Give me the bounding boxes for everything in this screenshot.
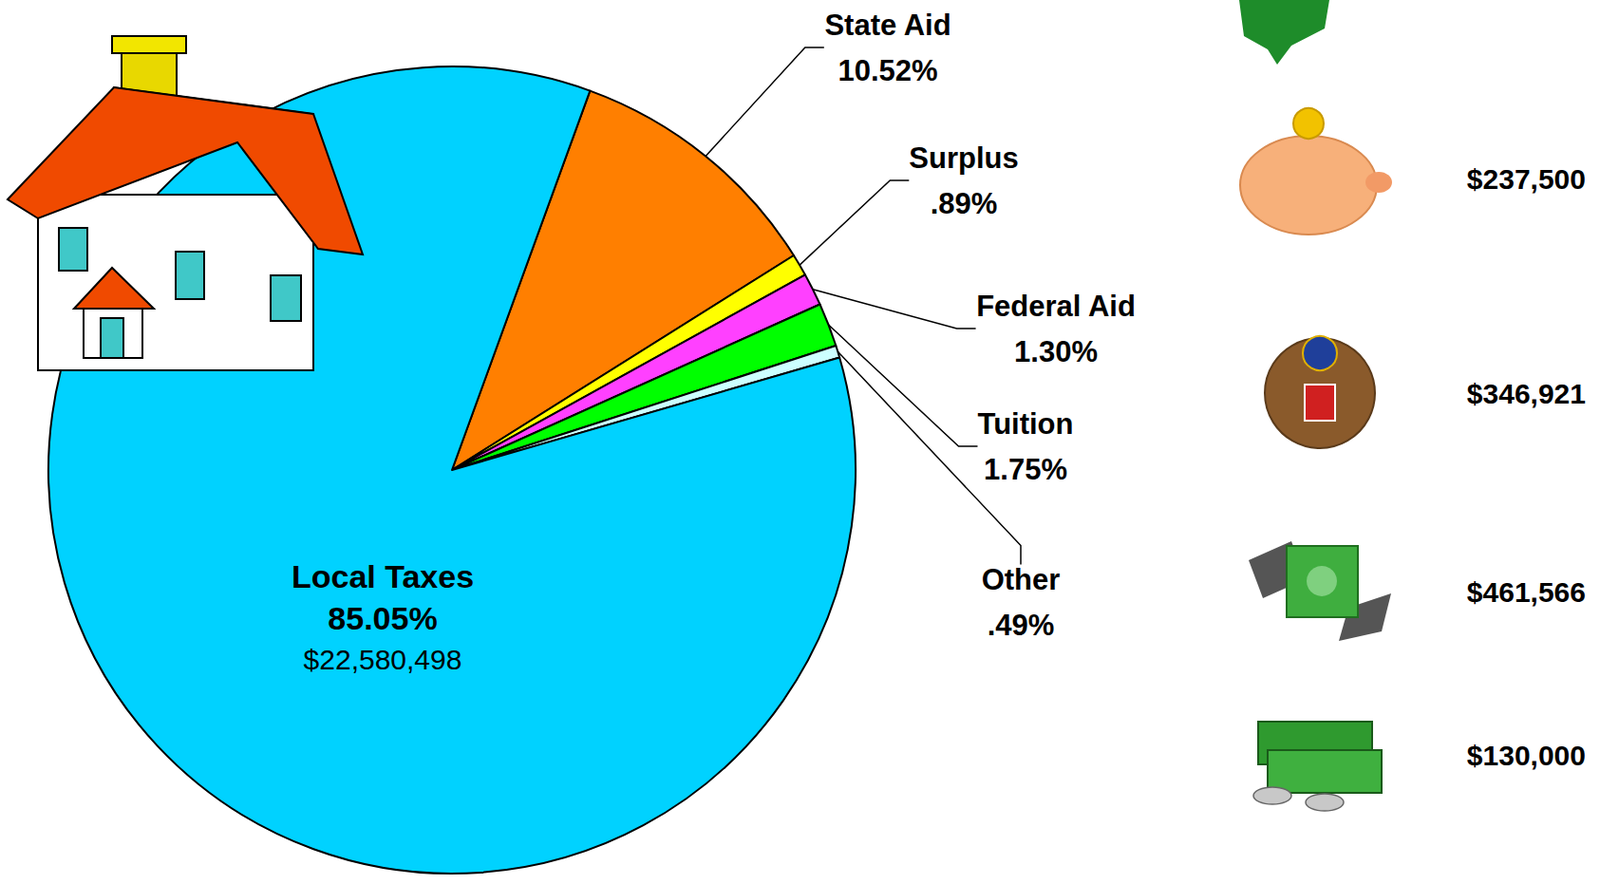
svg-text:Local Taxes: Local Taxes [291,558,474,595]
svg-text:$346,921: $346,921 [1467,377,1586,410]
svg-text:Other: Other [981,563,1061,597]
svg-text:10.52%: 10.52% [837,54,938,88]
svg-text:1.75%: 1.75% [983,452,1068,487]
svg-text:$461,566: $461,566 [1467,576,1586,608]
svg-text:Federal Aid: Federal Aid [976,289,1136,323]
svg-text:Tuition: Tuition [978,407,1074,441]
svg-text:$237,500: $237,500 [1467,163,1586,195]
svg-text:$130,000: $130,000 [1467,739,1586,772]
svg-text:1.30%: 1.30% [1014,335,1098,369]
svg-text:85.05%: 85.05% [327,600,437,637]
svg-text:State Aid: State Aid [824,8,951,42]
svg-text:.89%: .89% [930,187,998,221]
svg-text:$22,580,498: $22,580,498 [303,643,463,676]
svg-text:.49%: .49% [987,608,1055,642]
svg-text:Surplus: Surplus [908,141,1018,175]
